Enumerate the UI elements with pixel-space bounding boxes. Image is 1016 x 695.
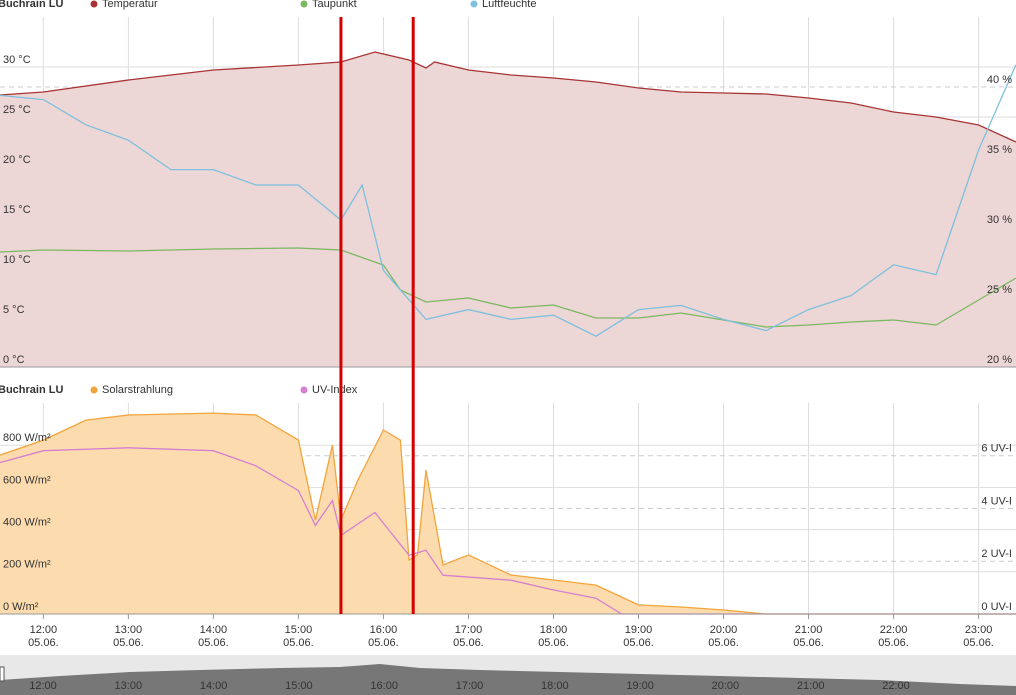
y-tick-label: 25 °C	[3, 104, 31, 116]
y-tick-label: 200 W/m²	[3, 559, 51, 571]
y2-tick-label: 4 UV-I	[981, 495, 1012, 507]
legend-label: Luftfeuchte	[482, 0, 536, 10]
navigator-label: 18:00	[541, 680, 569, 692]
x-tick-label: 13:00	[115, 624, 143, 636]
x-tick-label: 22:00	[880, 624, 908, 636]
navigator-series	[0, 664, 1016, 695]
navigator-label: 17:00	[456, 680, 484, 692]
y-tick-label: 0 W/m²	[3, 601, 39, 613]
legend-marker	[300, 386, 308, 394]
y-tick-label: 400 W/m²	[3, 517, 51, 529]
y-tick-label: 20 °C	[3, 154, 31, 166]
navigator-label: 19:00	[626, 680, 654, 692]
y2-tick-label: 35 %	[987, 144, 1012, 156]
y2-tick-label: 25 %	[987, 284, 1012, 296]
chart-panel: Temperatur Taupunkt Luftfeuchte Buchrain LU…	[0, 0, 1016, 368]
y2-tick-label: 2 UV-I	[981, 548, 1012, 560]
x-tick-date: 05.06.	[793, 637, 824, 649]
legend-label: Solarstrahlung	[102, 384, 173, 396]
y-tick-label: 10 °C	[3, 254, 31, 266]
y2-tick-label: 0 UV-I	[981, 601, 1012, 613]
x-tick-date: 05.06.	[368, 637, 399, 649]
series-layer	[0, 412, 1016, 615]
legend-marker	[470, 0, 478, 8]
series-line	[0, 51, 1016, 143]
x-tick-date: 05.06.	[708, 637, 739, 649]
x-tick-label: 23:00	[965, 624, 993, 636]
chart-title: Buchrain LU	[0, 0, 63, 10]
series-area	[0, 52, 1016, 367]
series-line	[0, 247, 1016, 328]
y2-tick-label: 30 %	[987, 214, 1012, 226]
x-tick-date: 05.06.	[198, 637, 229, 649]
legend-marker	[90, 0, 98, 8]
x-tick-label: 14:00	[200, 624, 228, 636]
navigator-label: 21:00	[797, 680, 825, 692]
navigator-label: 15:00	[285, 680, 313, 692]
x-tick-date: 05.06.	[283, 637, 314, 649]
y-tick-label: 30 °C	[3, 54, 31, 66]
y2-tick-label: 40 %	[987, 74, 1012, 86]
x-tick-label: 18:00	[540, 624, 568, 636]
navigator-handle[interactable]	[0, 666, 5, 682]
navigator-label: 16:00	[370, 680, 398, 692]
x-tick-date: 05.06.	[453, 637, 484, 649]
series-area	[0, 413, 1016, 614]
x-tick-label: 19:00	[625, 624, 653, 636]
x-tick-label: 21:00	[795, 624, 823, 636]
chart-panel: Solarstrahlung UV-Index Buchrain LU 0 W/m² 2…	[0, 384, 1016, 649]
legend-label: Temperatur	[102, 0, 158, 10]
x-tick-label: 12:00	[30, 624, 58, 636]
navigator-label: 13:00	[115, 680, 143, 692]
y-tick-label: 0 °C	[3, 354, 25, 366]
x-tick-label: 20:00	[710, 624, 738, 636]
series-line	[0, 64, 1016, 337]
x-tick-date: 05.06.	[623, 637, 654, 649]
x-tick-date: 05.06.	[963, 637, 994, 649]
navigator-label: 22:00	[882, 680, 910, 692]
y2-tick-label: 6 UV-I	[981, 443, 1012, 455]
navigator-label: 12:00	[29, 680, 57, 692]
x-tick-label: 15:00	[285, 624, 313, 636]
legend-label: Taupunkt	[312, 0, 357, 10]
x-tick-date: 05.06.	[538, 637, 569, 649]
y-tick-label: 600 W/m²	[3, 474, 51, 486]
y-tick-label: 15 °C	[3, 204, 31, 216]
navigator-label: 20:00	[712, 680, 740, 692]
x-tick-label: 17:00	[455, 624, 483, 636]
y-tick-label: 800 W/m²	[3, 432, 51, 444]
legend-label: UV-Index	[312, 384, 358, 396]
x-tick-label: 16:00	[370, 624, 398, 636]
x-tick-date: 05.06.	[878, 637, 909, 649]
legend-marker	[90, 386, 98, 394]
y-tick-label: 5 °C	[3, 304, 25, 316]
y2-tick-label: 20 %	[987, 354, 1012, 366]
legend-marker	[300, 0, 308, 8]
x-tick-date: 05.06.	[113, 637, 144, 649]
series-layer	[0, 51, 1016, 367]
chart-title: Buchrain LU	[0, 384, 63, 396]
x-tick-date: 05.06.	[28, 637, 59, 649]
series-line	[0, 447, 1016, 615]
series-line	[0, 412, 1016, 615]
navigator-label: 14:00	[200, 680, 228, 692]
